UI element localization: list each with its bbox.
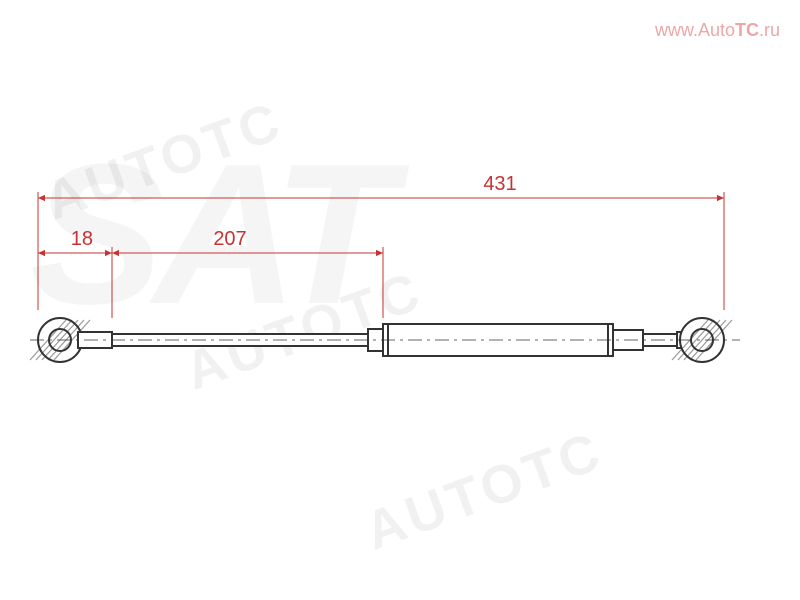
svg-text:18: 18 xyxy=(71,228,93,250)
diagram-canvas: SAT AUTOTC AUTOTC AUTOTC www.AutoTC.ru {… xyxy=(0,0,800,600)
drawing-svg: 431 18 207 xyxy=(0,0,800,600)
svg-text:431: 431 xyxy=(483,173,516,195)
svg-text:207: 207 xyxy=(213,228,246,250)
